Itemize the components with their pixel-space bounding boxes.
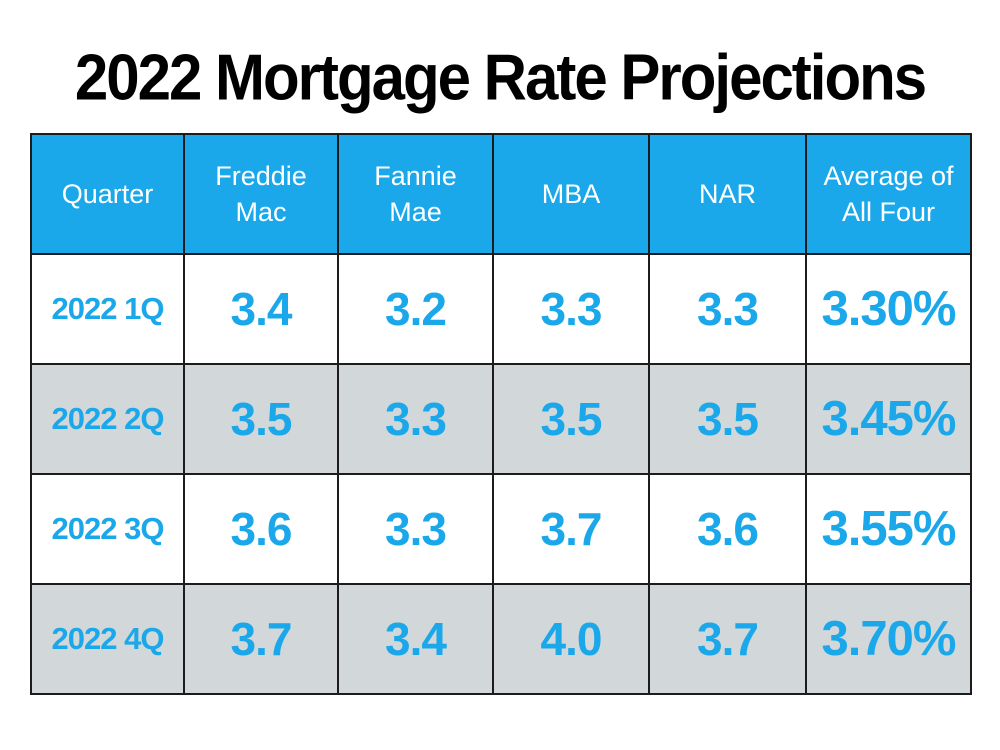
table-row: 2022 4Q 3.7 3.4 4.0 3.7 3.70%: [30, 583, 972, 695]
table-cell: 3.6: [183, 473, 339, 585]
mortgage-rate-table: Quarter Freddie Mac Fannie Mae MBA NAR A…: [30, 133, 972, 695]
table-cell: 3.4: [337, 583, 494, 695]
average-cell: 3.70%: [805, 583, 972, 695]
table-cell: 3.5: [183, 363, 339, 475]
table-cell: 3.3: [337, 473, 494, 585]
row-header-cell: 2022 2Q: [30, 363, 185, 475]
column-header-fannie-mae: Fannie Mae: [337, 133, 494, 255]
column-header-quarter: Quarter: [30, 133, 185, 255]
row-header-cell: 2022 4Q: [30, 583, 185, 695]
column-header-mba: MBA: [492, 133, 650, 255]
table-cell: 3.7: [183, 583, 339, 695]
table-cell: 3.3: [492, 253, 650, 365]
table-cell: 3.6: [648, 473, 807, 585]
column-header-average: Average of All Four: [805, 133, 972, 255]
table-row: 2022 1Q 3.4 3.2 3.3 3.3 3.30%: [30, 253, 972, 365]
table-cell: 3.3: [337, 363, 494, 475]
column-header-freddie-mac: Freddie Mac: [183, 133, 339, 255]
table-cell: 3.3: [648, 253, 807, 365]
average-cell: 3.30%: [805, 253, 972, 365]
table-cell: 3.4: [183, 253, 339, 365]
header-row: Quarter Freddie Mac Fannie Mae MBA NAR A…: [30, 133, 972, 255]
table-cell: 3.5: [648, 363, 807, 475]
average-cell: 3.55%: [805, 473, 972, 585]
table-cell: 3.7: [492, 473, 650, 585]
table-row: 2022 2Q 3.5 3.3 3.5 3.5 3.45%: [30, 363, 972, 475]
table-row: 2022 3Q 3.6 3.3 3.7 3.6 3.55%: [30, 473, 972, 585]
row-header-cell: 2022 1Q: [30, 253, 185, 365]
average-cell: 3.45%: [805, 363, 972, 475]
table-cell: 3.5: [492, 363, 650, 475]
table-cell: 4.0: [492, 583, 650, 695]
page-title: 2022 Mortgage Rate Projections: [74, 41, 927, 114]
row-header-cell: 2022 3Q: [30, 473, 185, 585]
table-cell: 3.7: [648, 583, 807, 695]
column-header-nar: NAR: [648, 133, 807, 255]
table-cell: 3.2: [337, 253, 494, 365]
